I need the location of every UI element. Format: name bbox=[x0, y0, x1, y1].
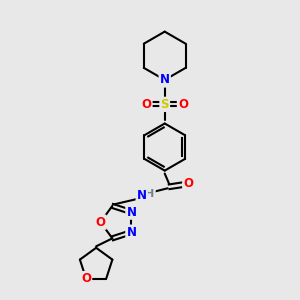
Text: H: H bbox=[146, 189, 154, 199]
Text: N: N bbox=[126, 206, 136, 219]
Text: O: O bbox=[81, 272, 91, 285]
Text: O: O bbox=[142, 98, 152, 111]
Text: N: N bbox=[126, 226, 136, 239]
Text: N: N bbox=[137, 189, 147, 202]
Text: O: O bbox=[178, 98, 188, 111]
Text: S: S bbox=[160, 98, 169, 111]
Text: N: N bbox=[160, 74, 170, 86]
Text: O: O bbox=[95, 216, 106, 229]
Text: O: O bbox=[183, 177, 193, 190]
